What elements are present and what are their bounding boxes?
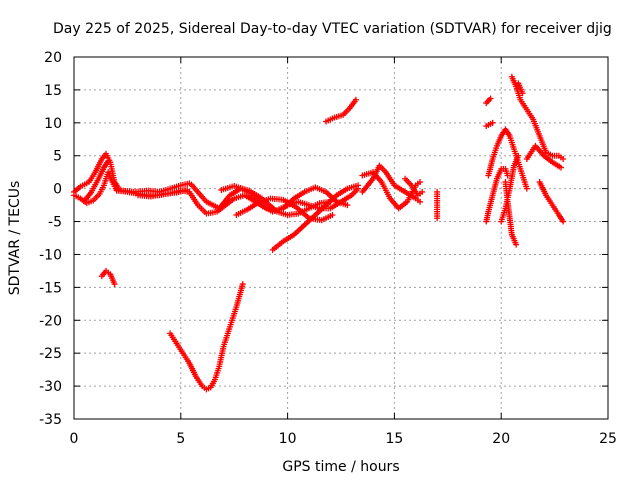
data-point [417, 198, 424, 205]
x-tick-label: 0 [70, 431, 79, 447]
data-point [560, 218, 567, 225]
data-point [513, 241, 520, 248]
y-tick-label: 0 [53, 182, 62, 198]
data-point [184, 186, 191, 193]
y-tick-label: -35 [39, 412, 62, 428]
y-tick-label: -15 [39, 280, 62, 296]
data-point [515, 152, 522, 159]
data-point [417, 179, 424, 186]
data-point [111, 281, 118, 288]
y-tick-label: 20 [44, 50, 62, 66]
y-tick-label: 5 [53, 149, 62, 165]
data-point [487, 95, 494, 102]
x-tick-label: 25 [599, 431, 617, 447]
data-point [519, 90, 526, 97]
y-tick-label: 15 [44, 83, 62, 99]
data-point [344, 202, 351, 209]
y-tick-label: -30 [39, 379, 62, 395]
data-point [352, 96, 359, 103]
y-tick-label: 10 [44, 116, 62, 132]
grid-lines [74, 57, 608, 419]
x-tick-label: 10 [279, 431, 297, 447]
chart-title: Day 225 of 2025, Sidereal Day-to-day VTE… [53, 21, 612, 37]
x-axis-label: GPS time / hours [282, 459, 399, 475]
data-point [105, 157, 112, 164]
y-tick-label: -5 [48, 215, 62, 231]
data-point [489, 119, 496, 126]
y-axis-label: SDTVAR / TECUs [7, 181, 23, 296]
x-tick-label: 5 [176, 431, 185, 447]
plot-area-border [73, 56, 609, 420]
data-point [560, 156, 567, 163]
y-tick-label: -20 [39, 313, 62, 329]
data-point [558, 164, 565, 171]
y-tick-label: -10 [39, 247, 62, 263]
data-point [355, 182, 362, 189]
data-point [239, 281, 246, 288]
x-tick-label: 15 [385, 431, 403, 447]
axis-ticks: 0 5 10 15 20 25 -35 -30 -25 -20 -15 -10 -5 0 5 10 15 20 [39, 50, 617, 447]
y-tick-label: -25 [39, 346, 62, 362]
data-point [329, 211, 336, 218]
data-point [523, 185, 530, 192]
data-point [419, 188, 426, 195]
data-points [71, 73, 567, 393]
data-point [434, 215, 441, 222]
x-tick-label: 20 [492, 431, 510, 447]
